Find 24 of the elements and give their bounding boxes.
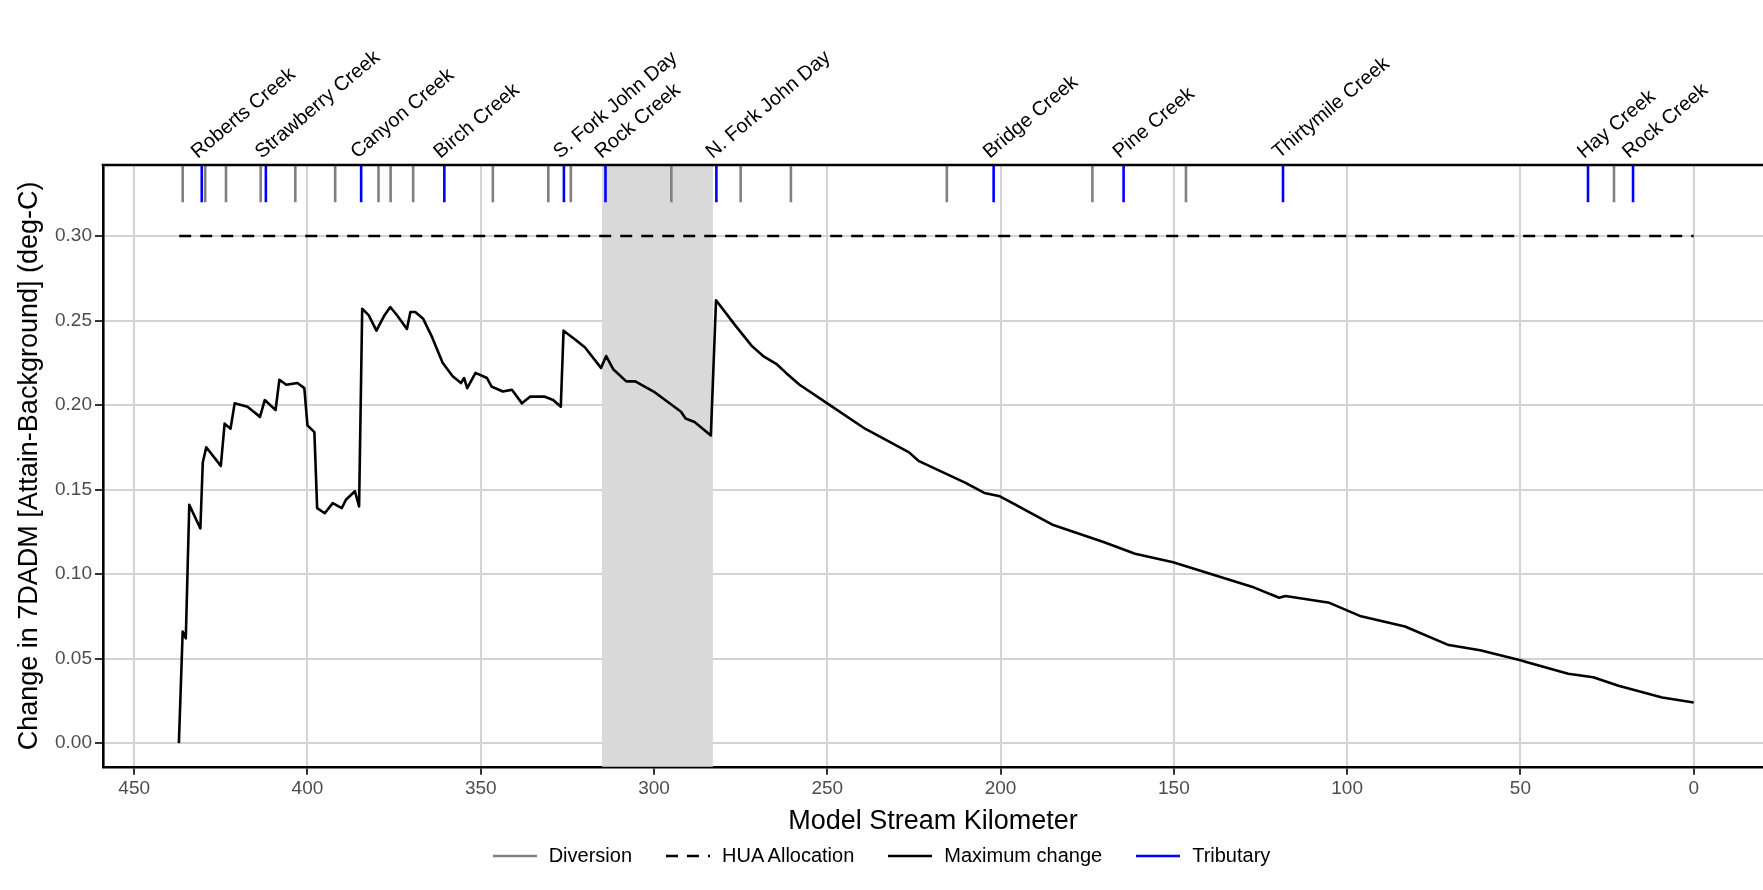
x-axis-title: Model Stream Kilometer [788, 805, 1078, 836]
x-tick-label: 50 [1509, 777, 1531, 799]
y-tick-label: 0.15 [55, 477, 92, 499]
legend-label: HUA Allocation [722, 844, 855, 867]
x-tick-label: 450 [118, 777, 151, 799]
x-tick-label: 350 [464, 777, 497, 799]
x-tick-label: 150 [1158, 777, 1190, 799]
x-tick-label: 400 [291, 777, 324, 799]
x-tick-label: 300 [638, 777, 670, 799]
x-tick-label: 100 [1331, 777, 1363, 799]
y-tick-label: 0.10 [55, 562, 92, 584]
y-tick-label: 0.00 [55, 731, 92, 753]
legend-label: Diversion [548, 844, 633, 867]
x-tick-label: 200 [984, 777, 1017, 799]
legend-label: Maximum change [944, 844, 1103, 867]
y-tick-label: 0.20 [55, 393, 92, 415]
legend-label: Tributary [1192, 844, 1271, 867]
y-tick-label: 0.05 [55, 646, 92, 668]
x-tick-label: 250 [811, 777, 844, 799]
y-tick-label: 0.25 [55, 308, 92, 330]
y-tick-label: 0.30 [55, 224, 92, 246]
annotation: N. Fork John Day [700, 45, 835, 163]
x-tick-label: 0 [1688, 777, 1699, 799]
y-axis-title: Change in 7DADM [Attain-Background] (deg-C) [13, 181, 44, 751]
